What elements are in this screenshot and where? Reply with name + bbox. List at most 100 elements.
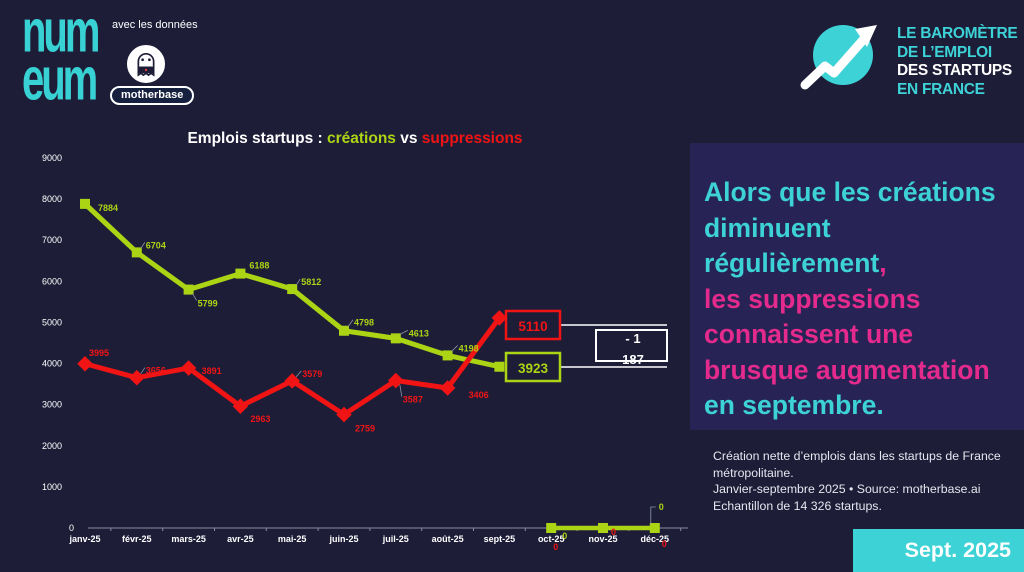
- data-label: 3656: [146, 366, 166, 376]
- y-tick-label: 9000: [42, 153, 62, 163]
- net-callout-box: [595, 329, 668, 362]
- caption-line: Janvier-septembre 2025 • Source: motherb…: [713, 482, 981, 496]
- insight-line: connaissent une: [704, 317, 1012, 353]
- y-tick-label: 4000: [42, 359, 62, 369]
- data-label: 4198: [459, 343, 479, 353]
- suppressions-marker: [232, 398, 249, 414]
- insight-segment: diminuent régulièrement: [704, 212, 880, 279]
- data-label: 6704: [146, 240, 166, 250]
- motherbase-robot-icon: [124, 42, 168, 86]
- insight-line: diminuent régulièrement,: [704, 211, 1012, 282]
- creations-marker: [494, 361, 505, 372]
- with-data-label: avec les données: [112, 19, 198, 31]
- numeum-logo-bottom: eum: [22, 47, 98, 113]
- suppressions-callout-value: 5110: [518, 319, 547, 334]
- barometer-title-line3: DES STARTUPS: [897, 62, 1012, 79]
- data-label: 3406: [469, 390, 489, 400]
- data-label: 0: [553, 542, 558, 552]
- barometer-title-line4: EN FRANCE: [897, 80, 985, 98]
- data-label: 5799: [198, 299, 218, 309]
- barometer-title-line2: DE L’EMPLOI: [897, 43, 992, 61]
- y-tick-label: 5000: [42, 317, 62, 327]
- creations-marker: [131, 247, 142, 258]
- y-tick-label: 1000: [42, 482, 62, 492]
- x-tick-label: oct-25: [538, 534, 565, 544]
- creations-marker: [390, 333, 401, 344]
- x-tick-label: sept-25: [484, 534, 516, 544]
- insight-line: brusque augmentation: [704, 353, 1012, 389]
- data-label: 7884: [98, 203, 118, 213]
- creations-marker: [287, 284, 298, 295]
- chart-title-creations: créations: [326, 130, 396, 147]
- trend-arrow-icon: [800, 25, 877, 90]
- creations-marker: [546, 523, 557, 533]
- net-callout-line1: - 1: [625, 331, 640, 346]
- suppressions-marker: [77, 355, 93, 372]
- suppressions-callout-box: [504, 309, 562, 341]
- insight-line: Alors que les créations: [704, 175, 1012, 211]
- data-label: 2759: [355, 424, 375, 434]
- suppressions-marker: [180, 360, 197, 376]
- x-tick-label: févr-25: [122, 534, 152, 544]
- creations-marker: [339, 325, 349, 336]
- data-label: 0: [611, 527, 616, 537]
- motherbase-badge: motherbase: [110, 86, 195, 105]
- creations-marker: [442, 350, 453, 361]
- y-tick-label: 8000: [42, 194, 62, 204]
- x-tick-label: juin-25: [328, 534, 358, 544]
- creations-marker: [649, 523, 660, 533]
- barometer-title: LE BAROMÈTRE DE L’EMPLOI DES STARTUPS EN…: [897, 25, 1018, 99]
- insight-headline: Alors que les créations diminuent réguliè…: [690, 143, 1024, 424]
- insight-segment: Alors que les créations: [704, 177, 996, 207]
- data-label: 0: [562, 531, 567, 541]
- creations-marker: [80, 198, 90, 209]
- data-label: 4798: [354, 318, 374, 328]
- data-label: 0: [662, 539, 667, 549]
- x-tick-label: déc-25: [641, 534, 670, 544]
- date-badge-label: Sept. 2025: [904, 538, 1011, 562]
- data-label: 3995: [89, 348, 109, 358]
- insight-segment: ,: [879, 248, 887, 278]
- chart-title: Emplois startups : créations vs suppress…: [105, 130, 605, 148]
- numeum-logo-top: num: [22, 0, 100, 65]
- creations-marker: [235, 268, 246, 279]
- insight-segment: en septembre.: [704, 390, 884, 420]
- barometer-title-line1: LE BAROMÈTRE: [897, 25, 1018, 42]
- x-tick-label: mars-25: [171, 534, 206, 544]
- insight-line: les suppressions: [704, 282, 1012, 318]
- y-tick-label: 7000: [42, 235, 62, 245]
- x-tick-label: août-25: [432, 534, 464, 544]
- insight-line: en septembre.: [704, 388, 1012, 424]
- chart-title-vs: vs: [395, 130, 422, 147]
- x-tick-label: avr-25: [227, 534, 254, 544]
- data-label: 3587: [403, 395, 423, 405]
- caption-line: Echantillon de 14 326 startups.: [713, 498, 882, 513]
- employment-line-chart: 0 1000 2000 3000 4000 5000 6000 7000 8000 9000 jan…: [42, 153, 688, 552]
- chart-title-prefix: Emplois startups :: [187, 130, 327, 147]
- creations-callout-value: 3923: [518, 361, 549, 376]
- chart-title-suppressions: suppressions: [421, 130, 523, 147]
- creations-marker: [598, 523, 608, 533]
- suppressions-marker: [284, 373, 300, 389]
- insight-segment: connaissent une: [704, 319, 914, 349]
- data-label: 6188: [249, 261, 269, 271]
- numeum-logo: num eum: [22, 0, 100, 113]
- x-tick-label: nov-25: [588, 534, 617, 544]
- data-label: 2963: [250, 414, 270, 424]
- insight-panel: Alors que les créations diminuent réguliè…: [690, 143, 1024, 430]
- net-callout-line2: 187: [622, 352, 644, 367]
- caption-line: Création nette d’emplois dans les startu…: [713, 449, 1001, 480]
- creations-marker: [183, 284, 194, 295]
- y-tick-label: 0: [69, 523, 74, 533]
- suppressions-marker: [491, 310, 508, 326]
- robot-ghost-icon: [137, 53, 155, 77]
- insight-segment: brusque augmentation: [704, 354, 990, 385]
- barometer-arrow-icon: [795, 13, 890, 100]
- x-tick-label: mai-25: [278, 534, 307, 544]
- data-label: 3579: [302, 369, 322, 379]
- source-caption: Création nette d’emplois dans les startu…: [713, 448, 1013, 514]
- y-tick-label: 3000: [42, 400, 62, 410]
- insight-segment: les suppressions: [704, 283, 921, 314]
- data-label: 4613: [409, 328, 429, 338]
